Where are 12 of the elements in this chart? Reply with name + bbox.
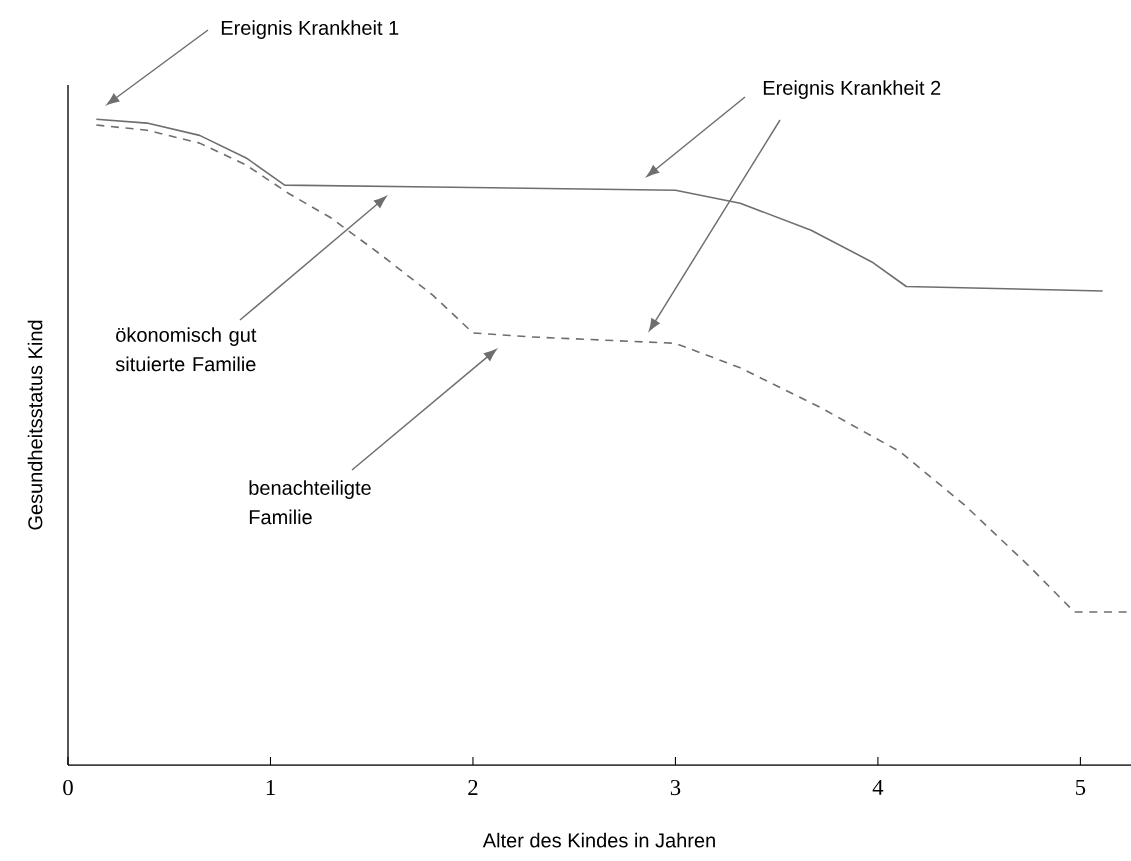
y-axis-title: Gesundheitsstatus Kind: [27, 320, 43, 530]
x-tick-label: 0: [63, 779, 73, 796]
x-tick-label: 2: [468, 779, 478, 795]
x-tick-label: 3: [670, 779, 681, 796]
text: Ereignis Krankheit 2: [763, 80, 941, 99]
x-tick-label: 1: [266, 779, 275, 795]
annotation: benachteiligte Familie: [249, 480, 371, 525]
x-tick-label: 4: [872, 779, 884, 795]
x-axis-title: Alter des Kindes in Jahren: [482, 832, 715, 848]
x-tick-label: 5: [1076, 779, 1086, 796]
text: Ereignis Krankheit 1: [221, 20, 399, 39]
annotation: ökonomisch gut situierte Familie: [115, 327, 257, 372]
